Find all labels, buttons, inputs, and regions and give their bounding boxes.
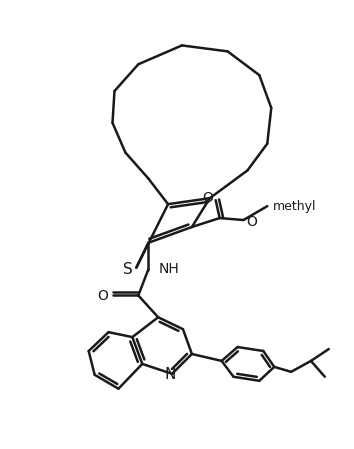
- Text: NH: NH: [158, 262, 179, 276]
- Text: O: O: [246, 215, 257, 229]
- Text: N: N: [164, 367, 176, 382]
- Text: S: S: [122, 262, 132, 277]
- Text: O: O: [97, 290, 108, 304]
- Text: O: O: [202, 191, 213, 205]
- Text: methyl: methyl: [273, 200, 317, 213]
